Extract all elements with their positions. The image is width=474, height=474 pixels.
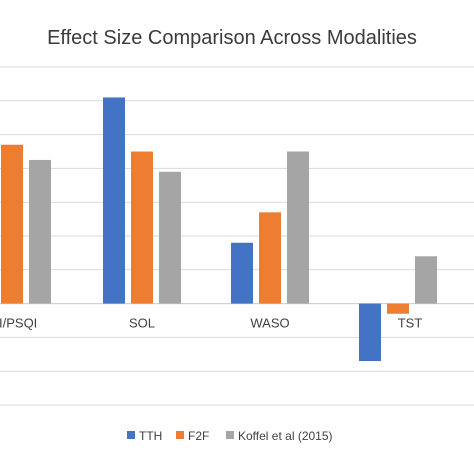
legend-swatch-tth (127, 431, 135, 439)
category-label-sol: SOL (129, 316, 155, 331)
bar-f2f-sol (131, 151, 153, 304)
category-labels: ISI/PSQI SOL WASO TST (0, 316, 422, 331)
bar-f2f-isi-psqi (1, 144, 23, 304)
legend-swatch-koffel-et-al-2015 (226, 431, 234, 439)
legend: TTH F2F Koffel et al (2015) (127, 429, 333, 443)
bar-tth-waso (231, 242, 253, 304)
chart-title: Effect Size Comparison Across Modalities (47, 27, 417, 49)
legend-label-f2f: F2F (188, 429, 209, 443)
bars (1, 97, 437, 362)
bar-koffel-et-al-2015-waso (287, 151, 309, 304)
bar-f2f-tst (387, 303, 409, 314)
legend-label-koffel-et-al-2015: Koffel et al (2015) (238, 429, 333, 443)
bar-koffel-et-al-2015-isi-psqi (29, 159, 51, 304)
bar-tth-sol (103, 97, 125, 304)
bar-tth-tst (359, 303, 381, 362)
bar-f2f-waso (259, 212, 281, 304)
category-label-tst: TST (398, 316, 423, 331)
bar-koffel-et-al-2015-tst (415, 256, 437, 304)
legend-label-tth: TTH (139, 429, 162, 443)
legend-swatch-f2f (176, 431, 184, 439)
bar-koffel-et-al-2015-sol (159, 171, 181, 304)
category-label-waso: WASO (250, 316, 289, 331)
category-label-isi-psqi: ISI/PSQI (0, 316, 37, 331)
